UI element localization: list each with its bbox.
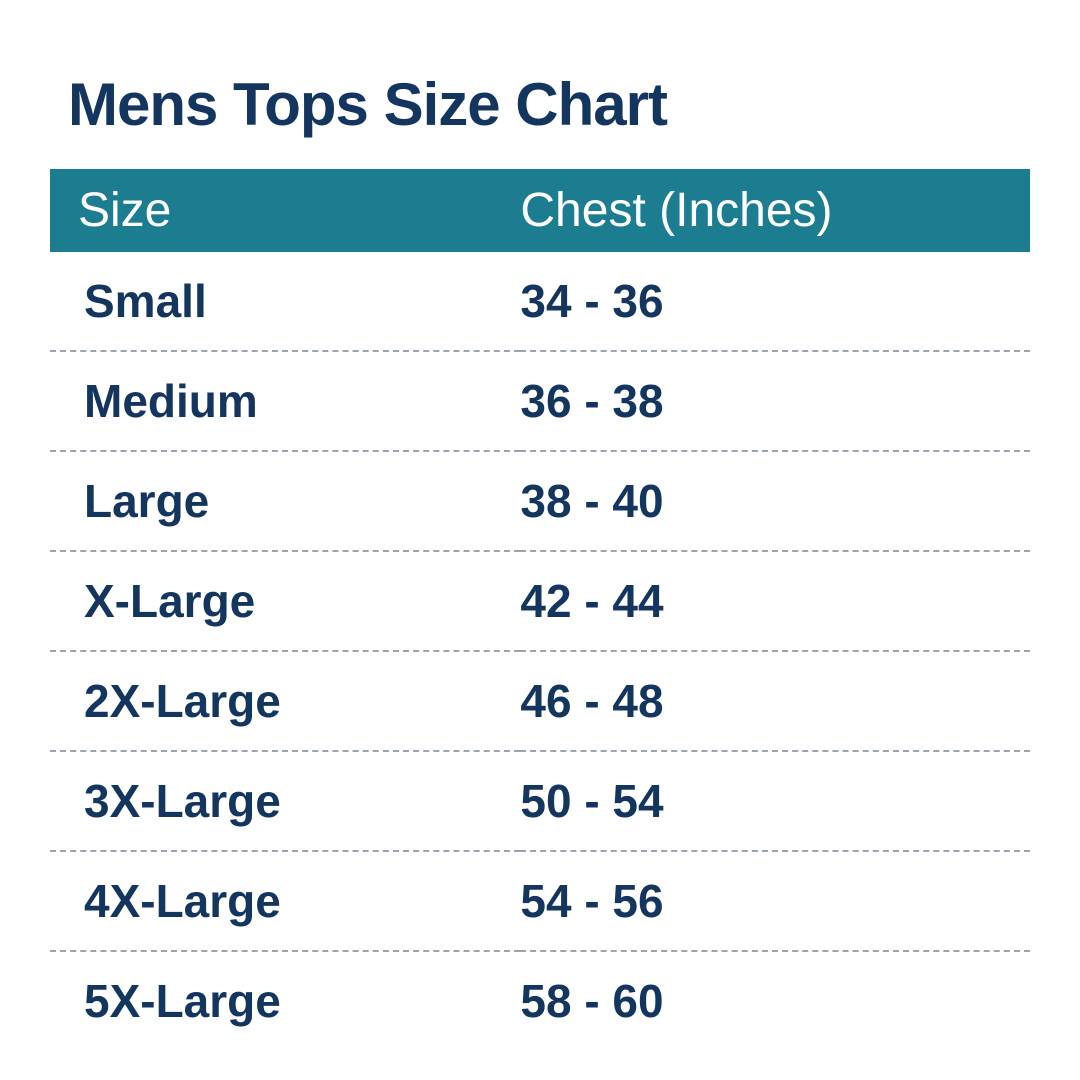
- size-cell: 4X-Large: [50, 851, 520, 951]
- chest-cell: 42 - 44: [520, 551, 1030, 651]
- size-cell: 5X-Large: [50, 951, 520, 1050]
- table-row: 5X-Large 58 - 60: [50, 951, 1030, 1050]
- size-cell: 2X-Large: [50, 651, 520, 751]
- chart-title: Mens Tops Size Chart: [50, 70, 1030, 139]
- table-row: 4X-Large 54 - 56: [50, 851, 1030, 951]
- chest-cell: 50 - 54: [520, 751, 1030, 851]
- size-cell: X-Large: [50, 551, 520, 651]
- table-row: 2X-Large 46 - 48: [50, 651, 1030, 751]
- table-row: 3X-Large 50 - 54: [50, 751, 1030, 851]
- chest-cell: 36 - 38: [520, 351, 1030, 451]
- table-row: X-Large 42 - 44: [50, 551, 1030, 651]
- table-row: Large 38 - 40: [50, 451, 1030, 551]
- table-row: Medium 36 - 38: [50, 351, 1030, 451]
- chest-cell: 34 - 36: [520, 252, 1030, 351]
- size-cell: Medium: [50, 351, 520, 451]
- size-cell: Small: [50, 252, 520, 351]
- table-header-row: Size Chest (Inches): [50, 169, 1030, 252]
- chest-cell: 46 - 48: [520, 651, 1030, 751]
- chest-cell: 54 - 56: [520, 851, 1030, 951]
- chest-cell: 58 - 60: [520, 951, 1030, 1050]
- size-cell: 3X-Large: [50, 751, 520, 851]
- size-chart-table: Size Chest (Inches) Small 34 - 36 Medium…: [50, 169, 1030, 1050]
- column-header-size: Size: [50, 169, 520, 252]
- column-header-chest: Chest (Inches): [520, 169, 1030, 252]
- size-cell: Large: [50, 451, 520, 551]
- table-row: Small 34 - 36: [50, 252, 1030, 351]
- chest-cell: 38 - 40: [520, 451, 1030, 551]
